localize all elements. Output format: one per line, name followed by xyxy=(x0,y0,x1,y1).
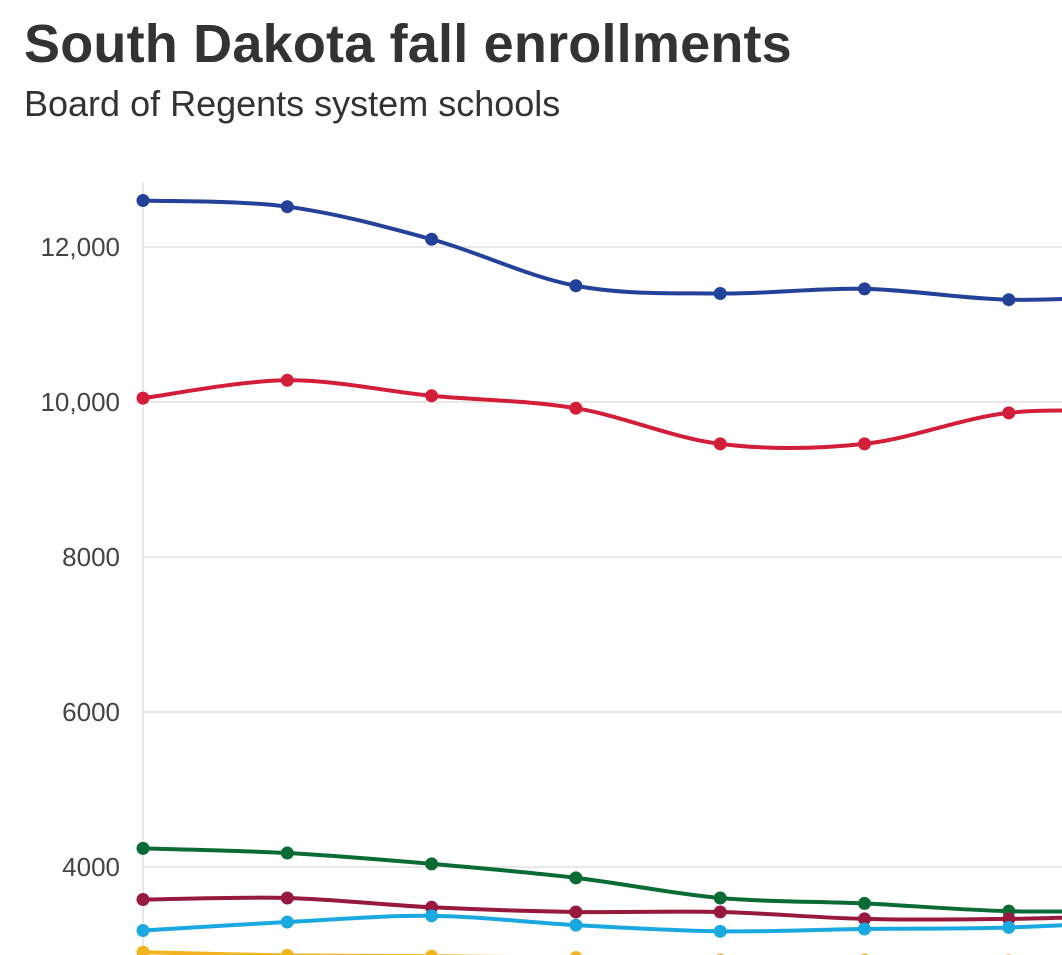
chart-header: South Dakota fall enrollments Board of R… xyxy=(24,12,1054,126)
y-tick-label: 12,000 xyxy=(40,232,120,262)
data-point[interactable] xyxy=(858,437,871,451)
series-line xyxy=(141,378,1062,451)
data-point[interactable] xyxy=(425,232,439,246)
data-point[interactable] xyxy=(858,896,871,910)
data-point[interactable] xyxy=(425,949,439,955)
data-point[interactable] xyxy=(858,912,871,926)
y-tick-label: 10,000 xyxy=(40,387,120,417)
data-point[interactable] xyxy=(425,389,439,403)
series-line xyxy=(141,198,1062,302)
data-point[interactable] xyxy=(280,915,294,929)
data-point[interactable] xyxy=(280,891,294,905)
data-point[interactable] xyxy=(280,200,294,214)
data-point[interactable] xyxy=(425,857,439,871)
data-point[interactable] xyxy=(569,871,583,885)
data-point[interactable] xyxy=(136,391,150,405)
data-point[interactable] xyxy=(713,891,727,905)
data-point[interactable] xyxy=(1002,920,1016,934)
data-point[interactable] xyxy=(569,279,583,293)
data-point[interactable] xyxy=(858,922,871,936)
data-point[interactable] xyxy=(425,909,439,923)
data-point[interactable] xyxy=(858,282,871,296)
series-line xyxy=(141,895,1062,922)
data-point[interactable] xyxy=(136,893,150,907)
data-point[interactable] xyxy=(136,924,150,938)
data-point[interactable] xyxy=(569,905,583,919)
chart-subtitle: Board of Regents system schools xyxy=(24,83,561,124)
data-point[interactable] xyxy=(713,437,727,451)
data-point[interactable] xyxy=(136,945,150,955)
series-3 xyxy=(136,841,1062,918)
data-point[interactable] xyxy=(136,841,150,855)
series-line xyxy=(141,913,1062,934)
data-point[interactable] xyxy=(280,948,294,955)
chart-title: South Dakota fall enrollments xyxy=(24,14,792,74)
series-1 xyxy=(136,194,1062,307)
data-point[interactable] xyxy=(1002,406,1016,420)
series-2 xyxy=(136,373,1062,451)
series-line xyxy=(141,846,1062,914)
gridlines xyxy=(142,182,1062,955)
y-tick-label: 6000 xyxy=(62,697,120,727)
data-point[interactable] xyxy=(713,287,727,300)
y-axis: 4000 6000 8000 10,000 12,000 xyxy=(40,232,120,882)
series-5 xyxy=(136,909,1062,938)
data-point[interactable] xyxy=(713,924,727,938)
y-tick-label: 8000 xyxy=(62,542,120,572)
series-6 xyxy=(136,945,1012,955)
data-point[interactable] xyxy=(1002,293,1016,307)
y-tick-label: 4000 xyxy=(62,852,120,882)
data-point[interactable] xyxy=(569,918,583,932)
data-point[interactable] xyxy=(713,905,727,919)
data-point[interactable] xyxy=(569,951,582,955)
series-layer xyxy=(136,194,1062,955)
data-point[interactable] xyxy=(280,373,294,387)
data-point[interactable] xyxy=(569,401,583,415)
data-point[interactable] xyxy=(280,846,294,860)
data-point[interactable] xyxy=(136,194,150,207)
